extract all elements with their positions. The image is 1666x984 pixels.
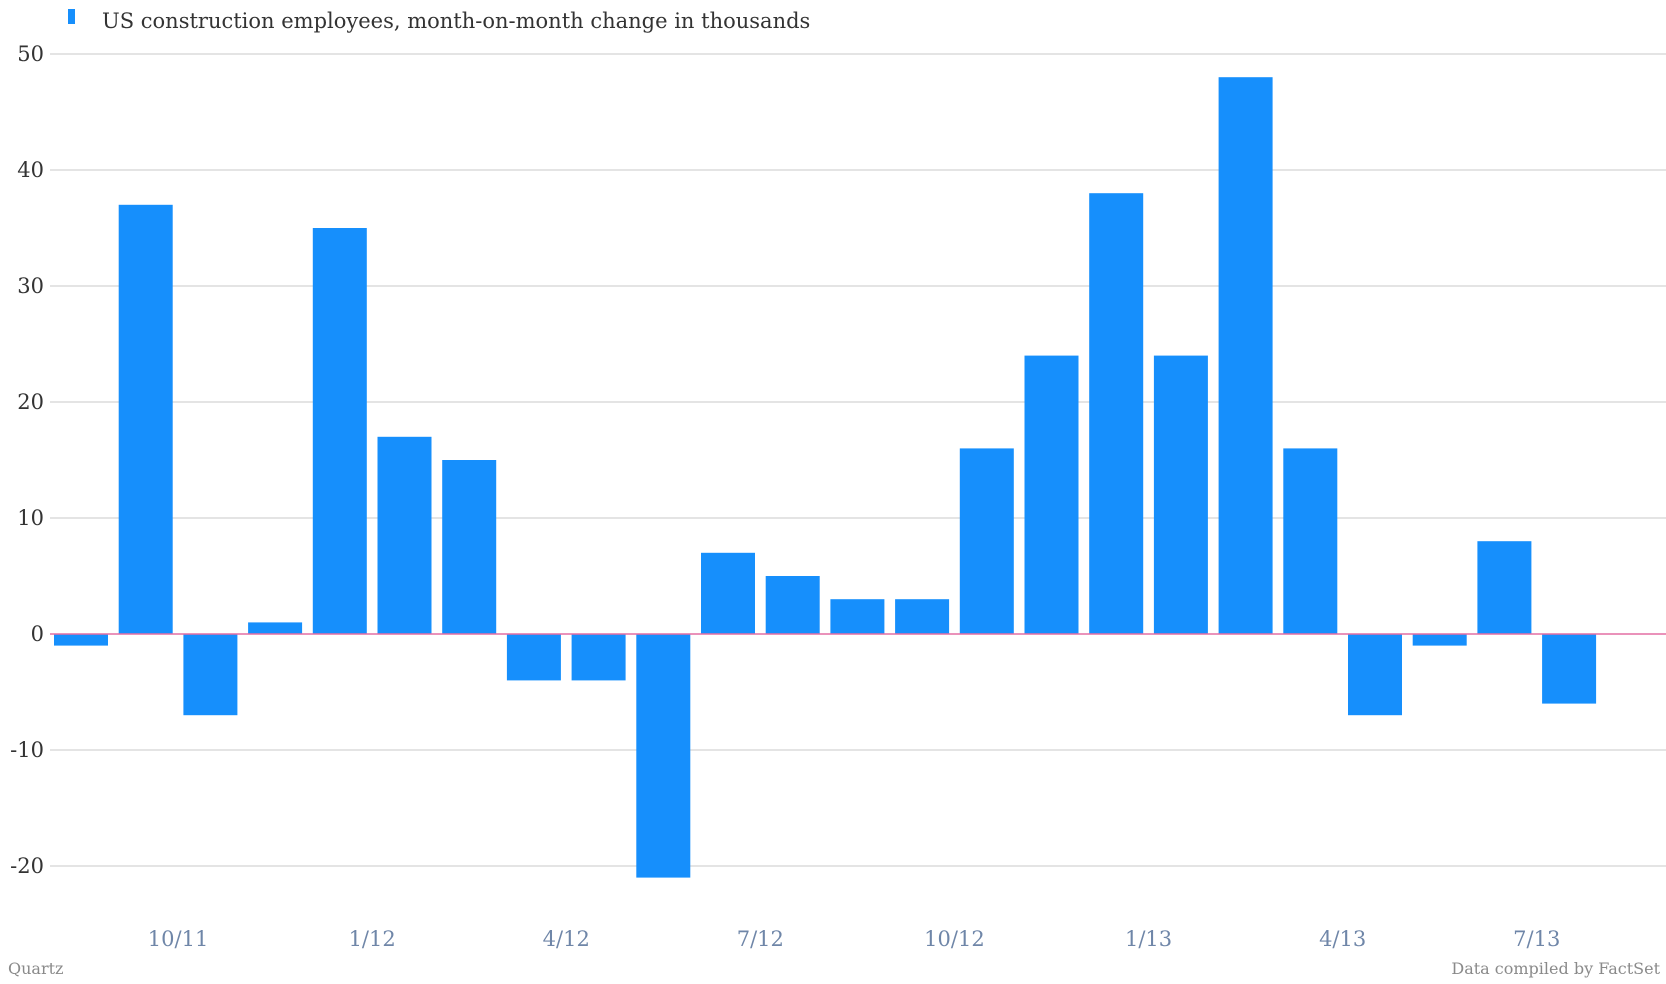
bar	[1477, 541, 1532, 634]
y-tick-label: 10	[17, 506, 44, 530]
bar	[830, 599, 885, 634]
legend-swatch	[68, 9, 75, 24]
bar	[118, 204, 173, 635]
bar	[54, 634, 108, 646]
bar	[377, 436, 432, 634]
x-tick-label: 1/13	[1125, 927, 1172, 951]
grid-lines	[50, 53, 1666, 867]
bar	[959, 448, 1014, 634]
bar	[248, 622, 303, 634]
bar	[312, 228, 367, 634]
bar	[1412, 634, 1467, 646]
bar	[636, 634, 691, 878]
y-tick-label: 50	[17, 42, 44, 66]
x-tick-label: 10/12	[924, 927, 985, 951]
x-tick-label: 4/12	[543, 927, 590, 951]
bar	[506, 634, 561, 681]
bar	[1218, 77, 1273, 634]
bar	[1348, 634, 1402, 716]
y-tick-label: 40	[17, 158, 44, 182]
bar	[765, 576, 820, 634]
bars	[54, 77, 1597, 878]
bar	[1024, 355, 1079, 634]
x-tick-label: 7/12	[737, 927, 784, 951]
bar	[1542, 634, 1597, 704]
y-tick-label: -20	[10, 854, 44, 878]
x-axis-tick-labels: 10/11 1/12 4/12 7/12 10/12 1/13 4/13 7/13	[148, 927, 1561, 951]
bar	[1153, 355, 1208, 634]
bar	[571, 634, 626, 681]
legend-label: US construction employees, month-on-mont…	[102, 9, 810, 33]
y-axis-tick-labels: 50 40 30 20 10 0 -10 -20	[10, 42, 44, 878]
y-tick-label: -10	[10, 738, 44, 762]
bar	[183, 634, 238, 716]
chart-legend: US construction employees, month-on-mont…	[68, 9, 810, 33]
bar	[701, 552, 755, 634]
bar	[1283, 448, 1338, 634]
y-tick-label: 30	[17, 274, 44, 298]
source-credit: Quartz	[8, 959, 63, 978]
x-tick-label: 10/11	[148, 927, 209, 951]
y-tick-label: 0	[31, 622, 44, 646]
data-source-note: Data compiled by FactSet	[1451, 959, 1660, 978]
x-tick-label: 4/13	[1319, 927, 1366, 951]
bar	[895, 599, 950, 634]
bar	[1089, 193, 1144, 634]
x-tick-label: 7/13	[1513, 927, 1560, 951]
y-tick-label: 20	[17, 390, 44, 414]
x-tick-label: 1/12	[349, 927, 396, 951]
bar	[442, 460, 497, 634]
